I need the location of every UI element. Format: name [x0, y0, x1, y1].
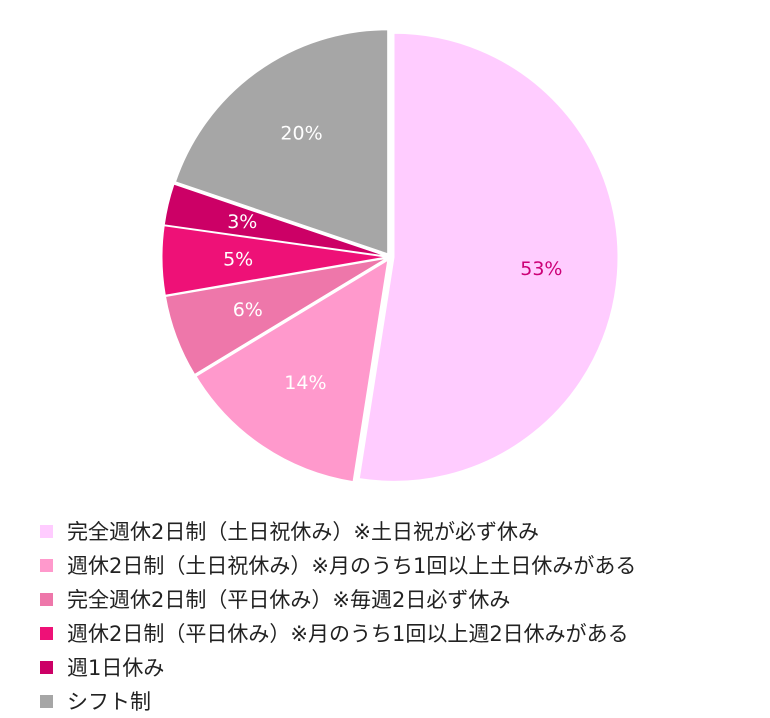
pie-value-labels: 53% 14% 6% 5% 3% 20% [223, 123, 562, 394]
legend-item-3: 完全週休2日制（平日休み）※毎週2日必ず休み [40, 582, 636, 616]
legend-swatch [40, 660, 53, 674]
pie-value-label-3: 6% [233, 299, 263, 321]
legend-item-4: 週休2日制（平日休み）※月のうち1回以上週2日休みがある [40, 616, 636, 650]
legend-swatch [40, 558, 53, 572]
pie-slices [161, 29, 619, 483]
pie-slice-6 [174, 29, 389, 255]
pie-slice-3 [164, 257, 387, 376]
legend-item-2: 週休2日制（土日祝休み）※月のうち1回以上土日休みがある [40, 548, 636, 582]
legend-label: 週休2日制（土日祝休み）※月のうち1回以上土日休みがある [67, 554, 637, 578]
pie-chart: 53% 14% 6% 5% 3% 20% [161, 29, 619, 483]
legend-label: 週1日休み [67, 656, 165, 680]
legend-label: シフト制 [67, 690, 151, 714]
pie-slice-5 [163, 183, 387, 257]
legend-swatch [40, 694, 53, 708]
legend-item-6: シフト制 [40, 684, 636, 718]
pie-slice-4 [161, 225, 387, 296]
legend-label: 週休2日制（平日休み）※月のうち1回以上週2日休みがある [67, 622, 629, 646]
pie-value-label-4: 5% [223, 248, 253, 270]
pie-slice-2 [195, 259, 389, 483]
legend-label: 完全週休2日制（土日祝休み）※土日祝が必ず休み [67, 520, 539, 544]
legend-swatch [40, 626, 53, 640]
pie-value-label-5: 3% [227, 211, 257, 233]
legend-swatch [40, 592, 53, 606]
legend-item-5: 週1日休み [40, 650, 636, 684]
pie-value-label-2: 14% [284, 372, 326, 394]
pie-value-label-6: 20% [280, 123, 322, 145]
legend-swatch [40, 524, 53, 538]
legend: 完全週休2日制（土日祝休み）※土日祝が必ず休み週休2日制（土日祝休み）※月のうち… [40, 514, 636, 718]
legend-item-1: 完全週休2日制（土日祝休み）※土日祝が必ず休み [40, 514, 636, 548]
pie-slice-1 [358, 32, 619, 482]
legend-label: 完全週休2日制（平日休み）※毎週2日必ず休み [67, 588, 511, 612]
pie-value-label-1: 53% [520, 258, 562, 280]
